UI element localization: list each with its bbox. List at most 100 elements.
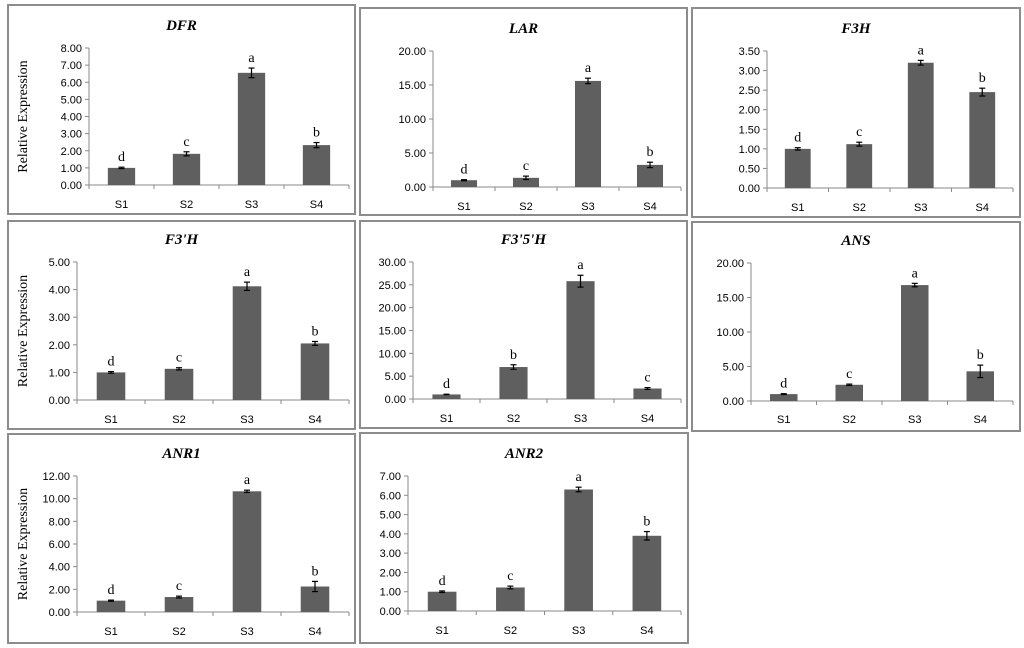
bar-s3 [237, 72, 266, 185]
x-tick-label: S3 [240, 626, 253, 638]
x-tick-label: S4 [308, 414, 321, 426]
chart-svg: ANS 0.00 5.00 10.00 15.00 20.00 d S1 c S2 a S3 b S4 [716, 233, 1014, 426]
chart-svg: ANR2 0.00 1.00 2.00 3.00 4.00 5.00 6.00 7.00 d S1 c… [380, 446, 682, 637]
y-tick-label: 6.00 [49, 539, 70, 551]
y-tick-label: 20.00 [398, 46, 426, 58]
x-tick-label: S2 [843, 414, 856, 426]
significance-letter: c [856, 125, 862, 140]
x-tick-label: S1 [457, 201, 470, 213]
bar-s1 [427, 591, 457, 611]
x-tick-label: S2 [519, 201, 532, 213]
y-tick-label: 3.00 [380, 548, 401, 560]
y-tick-label: 10.00 [398, 114, 426, 126]
y-tick-label: 0.50 [739, 163, 760, 175]
significance-letter: b [979, 71, 986, 86]
y-tick-label: 8.00 [61, 43, 82, 55]
y-tick-label: 3.00 [739, 66, 760, 78]
chart-panel-anr2: ANR2 0.00 1.00 2.00 3.00 4.00 5.00 6.00 7.00 d S1 c… [359, 432, 689, 644]
significance-letter: c [183, 135, 189, 150]
x-tick-label: S3 [574, 413, 587, 425]
x-tick-label: S2 [172, 626, 185, 638]
x-tick-label: S1 [435, 625, 448, 637]
y-tick-label: 20.00 [716, 258, 744, 270]
chart-title: F3'H [164, 232, 200, 248]
y-tick-label: 25.00 [378, 280, 406, 292]
y-tick-label: 2.00 [61, 146, 82, 158]
y-tick-label: 2.00 [739, 105, 760, 117]
y-tick-label: 0.00 [49, 395, 70, 407]
chart-title: ANR1 [161, 446, 200, 462]
significance-letter: d [108, 355, 115, 370]
bar-s2 [512, 177, 540, 187]
significance-letter: a [912, 266, 919, 281]
chart-svg: F3'5'H 0.00 5.00 10.00 15.00 20.00 25.00 30.00 d… [378, 232, 682, 425]
y-tick-label: 0.00 [49, 607, 70, 619]
significance-letter: d [780, 377, 787, 392]
x-tick-label: S1 [104, 626, 117, 638]
y-axis-label: Relative Expression [16, 60, 31, 172]
x-tick-label: S3 [240, 414, 253, 426]
bar-s2 [164, 368, 194, 400]
bar-s1 [450, 180, 478, 187]
significance-letter: a [244, 473, 251, 488]
y-tick-label: 0.00 [380, 606, 401, 618]
x-tick-label: S3 [914, 202, 927, 214]
y-tick-label: 5.00 [380, 510, 401, 522]
bar-s4 [633, 388, 662, 399]
chart-panel-lar: LAR 0.00 5.00 10.00 15.00 20.00 d S1 c S2 a S3 b S4 [359, 7, 688, 216]
bar-s4 [300, 343, 330, 400]
x-tick-label: S4 [643, 201, 656, 213]
chart-panel-dfr: DFR Relative Expression 0.00 1.00 2.00 3.00 4.… [7, 4, 356, 215]
significance-letter: b [312, 324, 319, 339]
y-tick-label: 2.00 [49, 340, 70, 352]
y-tick-label: 5.00 [61, 94, 82, 106]
y-tick-label: 3.00 [49, 312, 70, 324]
y-tick-label: 15.00 [716, 293, 744, 305]
x-tick-label: S4 [308, 626, 321, 638]
y-tick-label: 6.00 [61, 77, 82, 89]
y-tick-label: 3.00 [61, 129, 82, 141]
y-axis-label: Relative Expression [16, 275, 31, 387]
significance-letter: a [576, 470, 583, 485]
significance-letter: a [248, 51, 255, 66]
bar-s4 [636, 164, 664, 187]
chart-title: F3'5'H [500, 232, 547, 248]
significance-letter: d [439, 574, 446, 589]
x-tick-label: S3 [245, 199, 258, 211]
y-tick-label: 5.00 [385, 371, 406, 383]
bar-s1 [96, 372, 126, 400]
y-tick-label: 6.00 [380, 490, 401, 502]
y-tick-label: 1.50 [739, 124, 760, 136]
x-tick-label: S4 [310, 199, 323, 211]
y-tick-label: 4.00 [49, 562, 70, 574]
significance-letter: a [577, 258, 584, 273]
y-tick-label: 8.00 [49, 516, 70, 528]
chart-svg: F3H 0.00 0.50 1.00 1.50 2.00 2.50 3.00 3.50 d S1 c S… [739, 21, 1014, 214]
y-tick-label: 5.00 [405, 148, 426, 160]
y-tick-label: 5.00 [49, 257, 70, 269]
significance-letter: c [523, 159, 529, 174]
bar-s2 [164, 597, 194, 612]
significance-letter: b [643, 515, 650, 530]
y-tick-label: 0.00 [405, 182, 426, 194]
y-axis-label: Relative Expression [16, 488, 31, 600]
x-tick-label: S1 [115, 199, 128, 211]
significance-letter: d [118, 150, 125, 165]
y-tick-label: 12.00 [42, 471, 70, 483]
significance-letter: b [647, 145, 654, 160]
y-tick-label: 0.00 [723, 396, 744, 408]
x-tick-label: S2 [507, 413, 520, 425]
y-tick-label: 2.00 [380, 567, 401, 579]
significance-letter: b [977, 348, 984, 363]
y-tick-label: 1.00 [61, 163, 82, 175]
chart-panel-anr1: ANR1 Relative Expression 0.00 2.00 4.00 6.00 8… [7, 433, 356, 644]
y-tick-label: 1.00 [49, 367, 70, 379]
x-tick-label: S1 [440, 413, 453, 425]
bar-s4 [302, 145, 331, 185]
significance-letter: a [918, 43, 925, 58]
x-tick-label: S2 [853, 202, 866, 214]
y-tick-label: 2.50 [739, 85, 760, 97]
y-tick-label: 1.00 [380, 587, 401, 599]
y-tick-label: 4.00 [380, 529, 401, 541]
chart-panel-ans: ANS 0.00 5.00 10.00 15.00 20.00 d S1 c S2 a S3 b S4 [691, 221, 1021, 432]
